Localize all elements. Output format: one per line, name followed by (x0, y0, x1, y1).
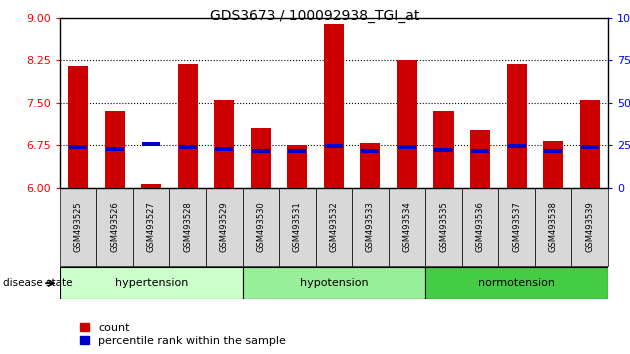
Bar (214, 100, 234, 188)
Bar (69, 145, 87, 149)
Bar (571, 188, 608, 266)
Text: GSM493539: GSM493539 (585, 201, 594, 252)
Bar (169, 188, 206, 266)
Text: GSM493533: GSM493533 (366, 201, 375, 252)
Legend: count, percentile rank within the sample: count, percentile rank within the sample (78, 321, 288, 348)
Text: GSM493530: GSM493530 (256, 201, 265, 252)
Bar (251, 128, 271, 188)
Text: GSM493536: GSM493536 (476, 201, 484, 252)
Text: GSM493526: GSM493526 (110, 201, 119, 252)
Bar (471, 149, 489, 153)
Bar (425, 188, 462, 266)
Bar (433, 111, 454, 188)
Bar (60, 188, 96, 266)
Bar (289, 149, 306, 153)
Bar (105, 111, 125, 188)
Text: hypotension: hypotension (300, 278, 368, 288)
Bar (215, 147, 233, 151)
Bar (507, 64, 527, 188)
Bar (316, 188, 352, 266)
Text: disease state: disease state (3, 278, 72, 288)
Text: GSM493529: GSM493529 (220, 201, 229, 252)
Bar (141, 184, 161, 188)
Text: GSM493528: GSM493528 (183, 201, 192, 252)
Text: GSM493532: GSM493532 (329, 201, 338, 252)
Bar (96, 188, 133, 266)
Bar (360, 143, 381, 188)
Bar (133, 188, 169, 266)
Text: GSM493535: GSM493535 (439, 201, 448, 252)
Bar (352, 188, 389, 266)
Text: GSM493538: GSM493538 (549, 201, 558, 252)
Bar (325, 144, 343, 148)
Bar (324, 24, 344, 188)
Text: GSM493527: GSM493527 (147, 201, 156, 252)
Bar (68, 66, 88, 188)
Bar (543, 141, 563, 188)
Text: normotension: normotension (478, 278, 555, 288)
Bar (435, 148, 452, 152)
Bar (544, 149, 562, 153)
Text: GSM493531: GSM493531 (293, 201, 302, 252)
Text: GSM493525: GSM493525 (74, 201, 83, 252)
Bar (581, 145, 598, 149)
Text: GSM493534: GSM493534 (403, 201, 411, 252)
Bar (398, 145, 416, 149)
Bar (179, 145, 197, 149)
Bar (287, 145, 307, 188)
Bar (362, 149, 379, 153)
Bar (397, 60, 417, 188)
Bar (470, 130, 490, 188)
Bar (279, 188, 316, 266)
Bar (178, 64, 198, 188)
Bar (535, 188, 571, 266)
Text: GDS3673 / 100092938_TGI_at: GDS3673 / 100092938_TGI_at (210, 9, 420, 23)
Bar (243, 267, 425, 299)
Bar (206, 188, 243, 266)
Bar (498, 188, 535, 266)
Bar (425, 267, 608, 299)
Bar (252, 149, 270, 153)
Bar (508, 144, 525, 148)
Bar (243, 188, 279, 266)
Bar (462, 188, 498, 266)
Bar (389, 188, 425, 266)
Bar (142, 142, 160, 146)
Bar (60, 267, 243, 299)
Text: hypertension: hypertension (115, 278, 188, 288)
Text: GSM493537: GSM493537 (512, 201, 521, 252)
Bar (106, 147, 123, 152)
Bar (580, 100, 600, 188)
